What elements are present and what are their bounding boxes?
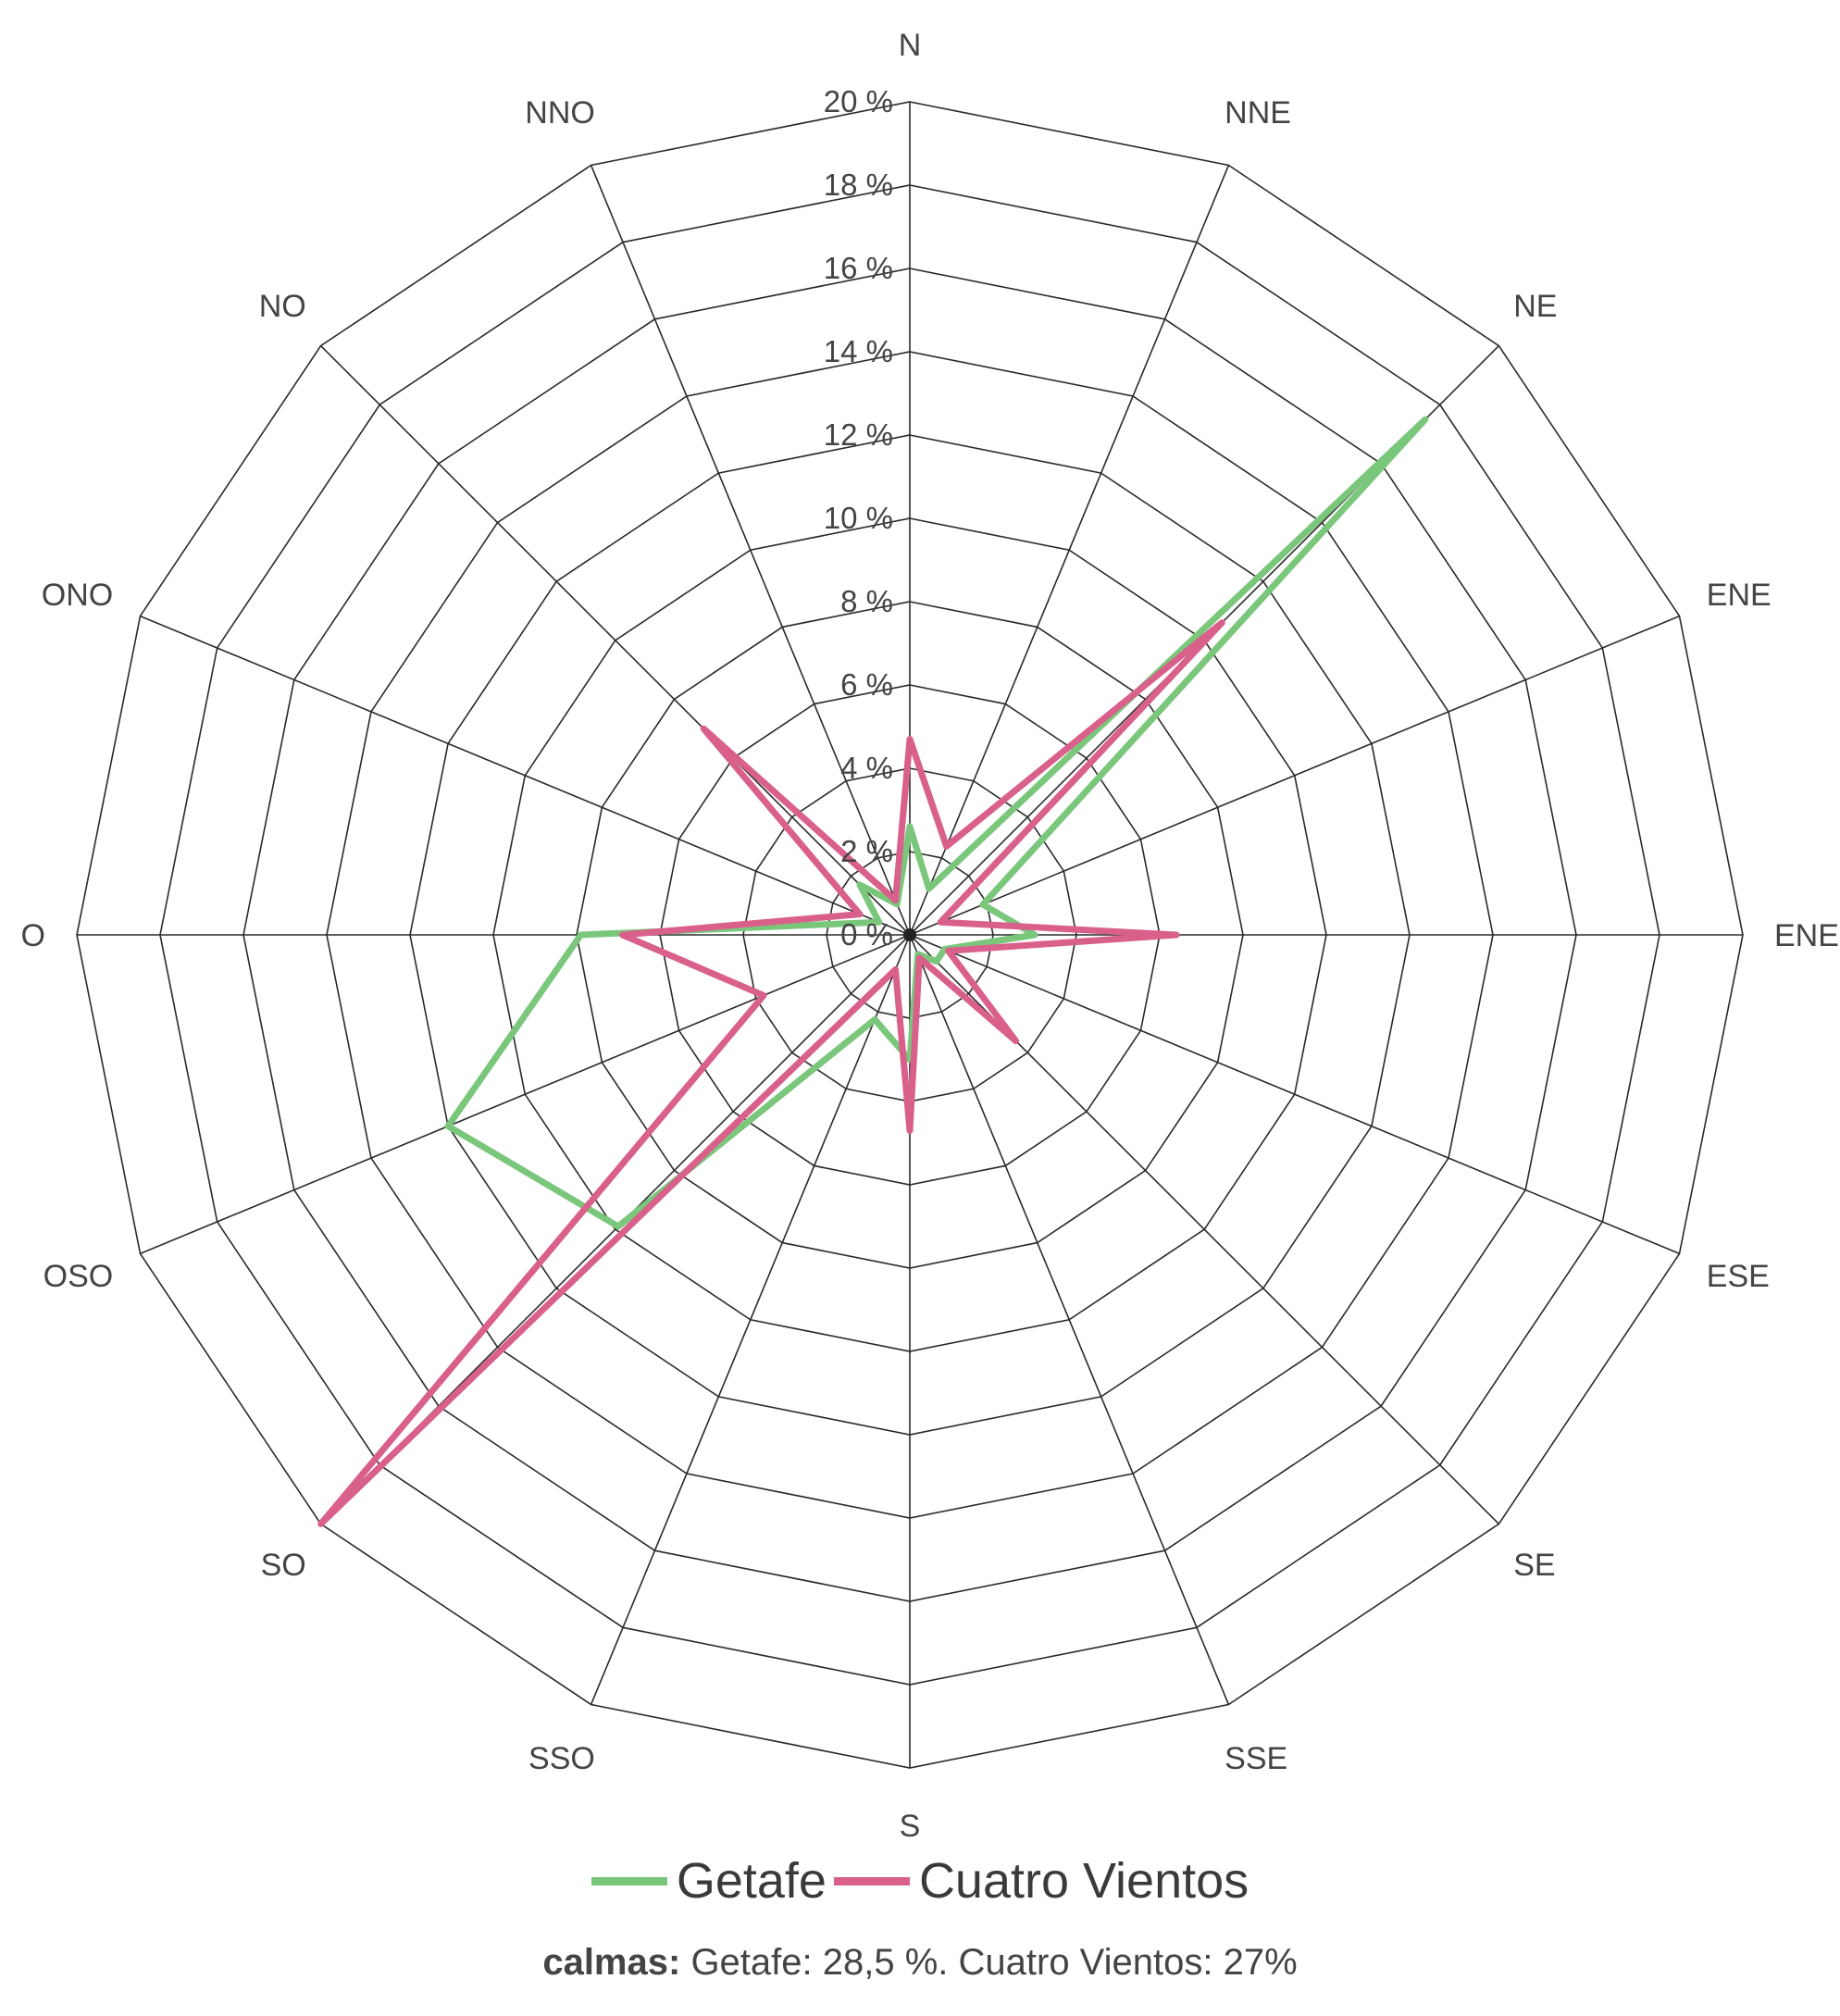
direction-label: SE	[1513, 1548, 1555, 1583]
direction-label: NNE	[1225, 95, 1291, 131]
grid-spoke	[320, 345, 911, 936]
calms-values: Getafe: 28,5 %. Cuatro Vientos: 27%	[690, 1942, 1298, 1983]
direction-label: SO	[261, 1548, 306, 1583]
legend-label-getafe: Getafe	[676, 1853, 827, 1909]
legend-item-cuatro-vientos: Cuatro Vientos	[833, 1852, 1249, 1910]
grid-spoke	[140, 934, 911, 1255]
radial-tick-label: 20 %	[824, 84, 893, 118]
legend-label-cuatro-vientos: Cuatro Vientos	[918, 1853, 1249, 1909]
direction-label: N	[899, 28, 922, 63]
series-line-cuatro-vientos	[317, 619, 1225, 1527]
calms-footnote: calmas: Getafe: 28,5 %. Cuatro Vientos: …	[0, 1942, 1840, 1984]
radial-tick-label: 10 %	[824, 501, 893, 535]
grid-spoke	[909, 615, 1680, 936]
center-hub	[903, 928, 916, 941]
series-line-getafe	[444, 416, 1429, 1230]
direction-label: SSE	[1225, 1741, 1287, 1776]
grid-spoke	[590, 934, 911, 1705]
grid-spoke	[909, 165, 1230, 936]
series-layer	[317, 416, 1429, 1527]
calms-label: calmas:	[542, 1942, 681, 1983]
legend-item-getafe: Getafe	[591, 1852, 827, 1910]
radial-tick-label: 0 %	[840, 917, 893, 952]
direction-label: ENE	[1707, 578, 1772, 613]
direction-label: ESE	[1707, 1259, 1770, 1294]
radial-tick-label: 4 %	[840, 751, 893, 785]
direction-label: OSO	[44, 1259, 114, 1294]
radial-tick-label: 6 %	[840, 667, 893, 702]
label-layer: 0 %2 %4 %6 %8 %10 %12 %14 %16 %18 %20 %N…	[21, 28, 1839, 1842]
direction-label: ENE	[1774, 918, 1839, 953]
grid-spoke	[590, 165, 911, 936]
direction-label: NO	[259, 289, 306, 324]
direction-label: NNO	[525, 95, 595, 131]
direction-label: S	[900, 1809, 921, 1842]
radial-tick-label: 14 %	[824, 334, 893, 368]
radial-tick-label: 16 %	[824, 251, 893, 285]
wind-rose-chart: 0 %2 %4 %6 %8 %10 %12 %14 %16 %18 %20 %N…	[21, 28, 1839, 1842]
direction-label: ONO	[42, 578, 113, 613]
radial-tick-label: 12 %	[824, 417, 893, 452]
legend: Getafe Cuatro Vientos	[0, 1844, 1840, 1918]
grid-spoke	[909, 934, 1230, 1705]
radial-tick-label: 18 %	[824, 168, 893, 202]
legend-swatch-cuatro-vientos	[833, 1876, 910, 1885]
legend-swatch-getafe	[591, 1876, 667, 1885]
grid-spoke	[140, 615, 911, 936]
direction-label: NE	[1513, 289, 1557, 324]
direction-label: O	[21, 918, 45, 953]
radial-tick-label: 8 %	[840, 584, 893, 618]
radial-tick-label: 2 %	[840, 834, 893, 868]
grid-spoke	[909, 934, 1680, 1255]
direction-label: SSO	[528, 1741, 595, 1776]
